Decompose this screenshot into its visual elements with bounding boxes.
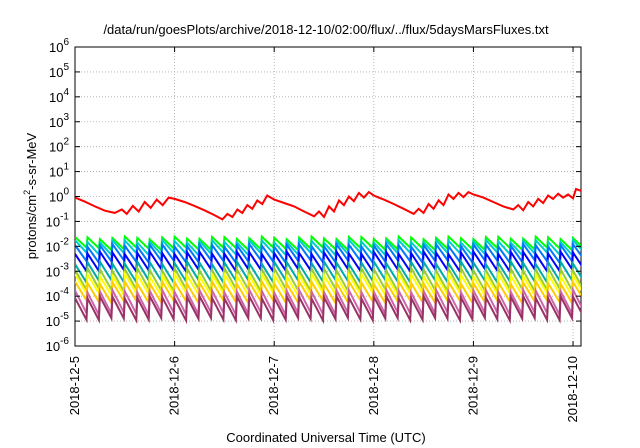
y-axis-title-part: protons/cm: [24, 195, 39, 259]
y-axis-title-part: -s-sr-MeV: [24, 132, 39, 189]
y-tick-exponent: 4: [63, 87, 69, 98]
y-tick-exponent: 0: [63, 187, 69, 198]
y-tick-exponent: -2: [60, 236, 69, 247]
y-tick-base: 10: [46, 314, 60, 329]
y-tick-label: 10-6: [46, 336, 70, 354]
y-tick-exponent: 5: [63, 62, 69, 73]
y-tick-base: 10: [49, 90, 63, 105]
y-tick-label: 104: [49, 87, 69, 105]
y-tick-base: 10: [46, 339, 60, 354]
y-tick-exponent: -6: [60, 336, 69, 347]
y-tick-base: 10: [49, 190, 63, 205]
x-tick-label: 2018-12-5: [67, 356, 82, 415]
y-tick-base: 10: [46, 264, 60, 279]
y-tick-label: 10-1: [46, 211, 70, 229]
x-tick-label: 2018-12-7: [266, 356, 281, 415]
y-tick-exponent: -3: [60, 261, 69, 272]
y-tick-label: 101: [49, 162, 69, 180]
y-tick-exponent: 2: [63, 137, 69, 148]
y-tick-exponent: 3: [63, 112, 69, 123]
y-tick-label: 10-5: [46, 311, 70, 329]
y-tick-base: 10: [49, 140, 63, 155]
x-tick-label: 2018-12-10: [565, 356, 580, 423]
y-tick-label: 100: [49, 187, 69, 205]
y-tick-base: 10: [49, 165, 63, 180]
y-tick-label: 10-4: [46, 286, 70, 304]
y-tick-base: 10: [46, 289, 60, 304]
series-line: [75, 187, 581, 221]
x-tick-label: 2018-12-6: [167, 356, 182, 415]
y-tick-exponent: -1: [60, 211, 69, 222]
y-tick-base: 10: [46, 239, 60, 254]
y-tick-exponent: 1: [63, 162, 69, 173]
y-tick-label: 106: [49, 37, 69, 55]
y-tick-label: 105: [49, 62, 69, 80]
x-axis-title: Coordinated Universal Time (UTC): [226, 430, 425, 445]
y-tick-base: 10: [49, 115, 63, 130]
x-tick-label: 2018-12-8: [366, 356, 381, 415]
y-tick-exponent: -4: [60, 286, 69, 297]
y-axis-title-exponent: 2: [22, 190, 32, 195]
y-tick-base: 10: [49, 40, 63, 55]
y-tick-base: 10: [49, 65, 63, 80]
series-layer: [75, 187, 581, 325]
x-axis: 2018-12-5 2018-12-6 2018-12-7 2018-12-8 2018…: [67, 47, 580, 423]
y-tick-label: 103: [49, 112, 69, 130]
chart-title: /data/run/goesPlots/archive/2018-12-10/0…: [103, 22, 549, 37]
series-group: [75, 187, 581, 325]
y-tick-label: 102: [49, 137, 69, 155]
y-axis-title: protons/cm2-s-sr-MeV: [22, 132, 39, 259]
y-tick-exponent: 6: [63, 37, 69, 48]
y-axis: 10-610-510-410-310-210-11001011021031041…: [46, 37, 581, 354]
y-tick-exponent: -5: [60, 311, 69, 322]
series-line: [75, 292, 581, 325]
x-tick-label: 2018-12-9: [465, 356, 480, 415]
y-tick-label: 10-2: [46, 236, 70, 254]
y-tick-base: 10: [46, 214, 60, 229]
y-tick-label: 10-3: [46, 261, 70, 279]
